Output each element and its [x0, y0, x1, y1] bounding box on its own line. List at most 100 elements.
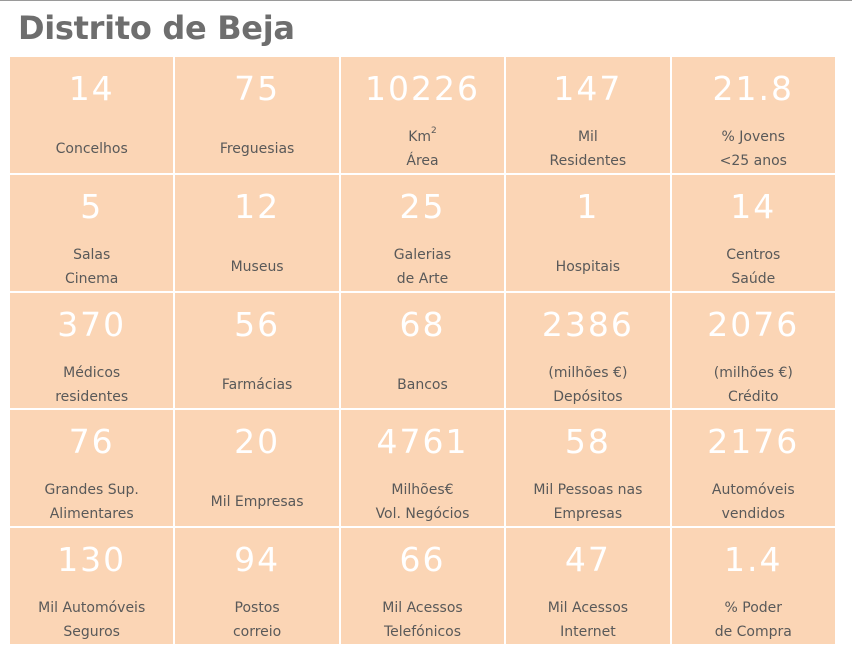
- stat-label-line1: Salas: [73, 246, 111, 263]
- stat-label-line1: Mil Acessos: [382, 600, 463, 617]
- stat-value: 130: [57, 540, 127, 580]
- stat-label: Farmácias: [175, 361, 338, 409]
- stat-label: (milhões €) Crédito: [672, 361, 835, 409]
- stat-value: 47: [564, 540, 611, 580]
- stat-label: Bancos: [341, 361, 504, 409]
- stat-label-line2: Telefónicos: [383, 624, 462, 641]
- page-title: Distrito de Beja: [18, 9, 295, 47]
- stat-tile: 58 Mil Pessoas nas Empresas: [506, 410, 670, 527]
- stat-label-line1: (milhões €): [548, 364, 628, 381]
- stat-label-line2: Cinema: [65, 270, 119, 287]
- stat-label-line2: <25 anos: [719, 153, 787, 169]
- stat-tile: 4761 Milhões€ Vol. Negócios: [340, 410, 505, 527]
- stat-value: 370: [57, 304, 127, 344]
- stat-label-line2: Área: [406, 153, 439, 169]
- stat-tile: 14 Centros Saúde: [671, 174, 835, 291]
- stat-label: Automóveis vendidos: [672, 478, 835, 526]
- stat-value: 94: [234, 540, 281, 580]
- stat-tile: 2386 (milhões €) Depósitos: [506, 292, 670, 409]
- stat-label-line1: % Poder: [724, 600, 783, 617]
- stat-label-line2: Depósitos: [553, 388, 623, 405]
- stat-tile: 2076 (milhões €) Crédito: [671, 292, 835, 409]
- stat-tile: 5 Salas Cinema: [10, 174, 174, 291]
- stat-tile: 25 Galerias de Arte: [340, 174, 505, 291]
- stat-label-line2: Seguros: [63, 624, 120, 641]
- stat-value: 14: [68, 69, 115, 108]
- stat-value: 75: [234, 69, 281, 108]
- stat-tile: 130 Mil Automóveis Seguros: [10, 528, 174, 644]
- stat-label: Mil Acessos Telefónicos: [341, 596, 504, 644]
- stat-label-line1: Concelhos: [55, 141, 128, 157]
- stat-label-line1: (milhões €): [713, 364, 793, 381]
- stat-label-line2: Residentes: [549, 153, 627, 169]
- stat-label-line1: Mil: [577, 129, 598, 145]
- stat-tile: 94 Postos correio: [175, 528, 339, 644]
- stat-label-line1: Milhões€: [391, 482, 454, 499]
- stat-label-line1: Museus: [230, 258, 284, 275]
- stat-label-line1: % Jovens: [721, 129, 786, 145]
- stat-label-line1: Freguesias: [219, 141, 295, 157]
- stat-tile: 75 Freguesias: [175, 57, 339, 173]
- stat-label: Grandes Sup. Alimentares: [10, 478, 173, 526]
- stat-tile: 56 Farmácias: [175, 292, 339, 409]
- stat-label-line1: Médicos: [63, 364, 121, 381]
- stat-label: Salas Cinema: [10, 243, 173, 291]
- stat-label-line1: Grandes Sup.: [44, 482, 139, 499]
- stats-grid: 14 Concelhos 75 Freguesias 10226 Km2 Área 147 Mi…: [10, 57, 835, 644]
- stat-unit: Km: [408, 129, 432, 145]
- stat-label-line1: Km2: [408, 125, 437, 149]
- stat-label-line1: Mil Pessoas nas: [533, 482, 643, 499]
- stat-label-line1: Postos: [234, 600, 280, 617]
- stat-value: 66: [399, 540, 446, 580]
- stat-label-line2: vendidos: [721, 506, 785, 523]
- stat-value: 68: [399, 304, 446, 344]
- stat-value: 76: [68, 422, 115, 462]
- stat-tile: 1.4 % Poder de Compra: [671, 528, 835, 644]
- stat-label-line1: Galerias: [393, 246, 452, 263]
- stat-value: 20: [234, 422, 281, 462]
- stat-label-line1: Mil Empresas: [210, 494, 304, 511]
- stat-tile: 2176 Automóveis vendidos: [671, 410, 835, 527]
- stat-label: Freguesias: [175, 125, 338, 173]
- stat-value: 21.8: [712, 69, 795, 108]
- stat-label: (milhões €) Depósitos: [506, 361, 669, 409]
- stat-label-line2: Crédito: [727, 388, 779, 405]
- stat-label-line2: Saúde: [731, 270, 776, 287]
- stat-label: Mil Automóveis Seguros: [10, 596, 173, 644]
- stat-value: 4761: [376, 422, 469, 462]
- stat-value: 25: [399, 186, 446, 226]
- stat-label: % Poder de Compra: [672, 596, 835, 644]
- stat-label-line1: Bancos: [397, 376, 448, 393]
- stat-label: Médicos residentes: [10, 361, 173, 409]
- stat-label: Centros Saúde: [672, 243, 835, 291]
- stat-label-line2: Vol. Negócios: [375, 506, 470, 523]
- stat-label: Km2 Área: [341, 125, 504, 173]
- stat-tile: 20 Mil Empresas: [175, 410, 339, 527]
- stat-tile: 147 Mil Residentes: [506, 57, 670, 173]
- stat-value: 2386: [541, 304, 634, 344]
- stat-value: 58: [564, 422, 611, 462]
- stat-label: Mil Pessoas nas Empresas: [506, 478, 669, 526]
- stat-label-line2: correio: [232, 624, 282, 641]
- stat-label-line1: Automóveis: [711, 482, 795, 499]
- stat-value: 147: [553, 69, 623, 108]
- stat-tile: 370 Médicos residentes: [10, 292, 174, 409]
- stat-label: Galerias de Arte: [341, 243, 504, 291]
- stat-tile: 47 Mil Acessos Internet: [506, 528, 670, 644]
- stat-label: Mil Empresas: [175, 478, 338, 526]
- stat-value: 2176: [707, 422, 800, 462]
- stat-label: Postos correio: [175, 596, 338, 644]
- stat-label: Hospitais: [506, 243, 669, 291]
- stat-label-line2: de Arte: [396, 270, 449, 287]
- stat-value: 14: [730, 186, 777, 226]
- stat-label-line1: Farmácias: [221, 376, 293, 393]
- stat-label-line2: Empresas: [553, 506, 623, 523]
- stat-label-line2: Internet: [560, 624, 616, 641]
- stat-label-line1: Hospitais: [555, 258, 621, 275]
- stat-value: 1.4: [724, 540, 783, 580]
- stat-value: 2076: [707, 304, 800, 344]
- stat-tile: 68 Bancos: [340, 292, 505, 409]
- stat-tile: 12 Museus: [175, 174, 339, 291]
- top-divider: [0, 0, 852, 1]
- stat-label: Concelhos: [10, 125, 173, 173]
